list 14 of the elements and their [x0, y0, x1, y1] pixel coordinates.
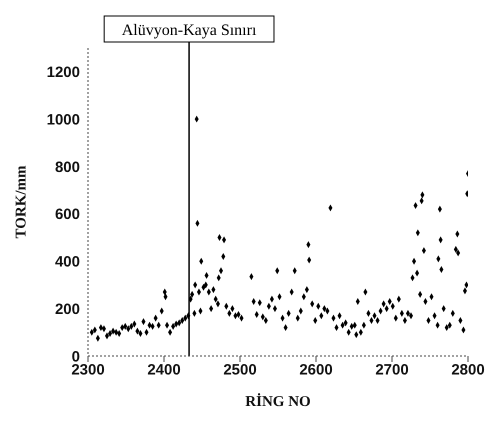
ref-line-label: Alüvyon-Kaya Sınırı: [122, 22, 257, 39]
x-tick-label: 2700: [375, 362, 409, 379]
x-tick-label: 2500: [223, 362, 257, 379]
y-tick-label: 200: [54, 300, 80, 318]
y-tick-label: 1200: [46, 64, 80, 82]
x-axis-title: RİNG NO: [245, 393, 311, 410]
y-tick-label: 1000: [46, 111, 80, 128]
y-tick-label: 600: [54, 206, 80, 224]
y-axis-title: TORK/mm: [13, 164, 30, 239]
y-tick-label: 800: [54, 158, 80, 176]
y-tick-label: 400: [54, 254, 80, 271]
x-tick-label: 2800: [451, 362, 485, 379]
x-tick-label: 2400: [147, 362, 181, 379]
x-tick-label: 2600: [299, 362, 333, 379]
